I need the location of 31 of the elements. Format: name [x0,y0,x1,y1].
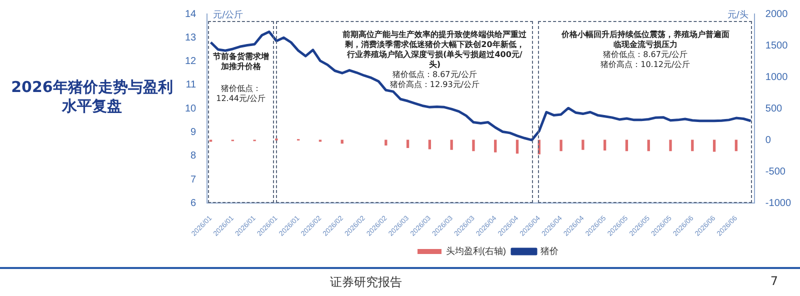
annotation: 前期高位产能与生产效率的提升致使终端供给严重过剩，消费淡季需求低迷猪价大幅下跌创20年新低，行业养殖场户陷入深度亏损(单头亏损超过400元/头) [342,30,528,70]
y2-tick-label: 2000 [765,8,788,20]
text: 2026年猪价走势与盈利水平复盘 [10,78,174,116]
y-tick-label: 13 [185,32,197,44]
annotation: 价格小幅回升后持续低位震荡，养殖场户普遍面临现金流亏损压力 [560,30,730,50]
y2-tick-label: -1000 [765,198,792,209]
y2-tick-label: 1500 [765,40,788,52]
y2-tick-label: 0 [765,134,772,146]
annotation: 猪价低点：12.44元/公斤 [215,84,267,104]
text: 证券研究报告 [330,274,402,291]
annotation: 猪价高点：10.12元/公斤 [600,60,692,70]
y2-tick-label: -500 [765,166,786,178]
legend-label: 头均盈利(右轴) [446,246,506,256]
legend-label: 猪价 [540,246,558,256]
annotation: 猪价低点：8.67元/公斤 [391,70,478,80]
y-tick-label: 14 [185,8,197,20]
text: 7 [770,274,778,288]
y2-axis-title: 元/头 [727,9,748,20]
y-tick-label: 12 [185,56,197,68]
y2-tick-label: 500 [765,103,783,114]
y-tick-label: 11 [186,80,197,91]
annotation: 节前备货需求增加推升价格 [212,52,270,72]
annotation: 猪价低点：8.67元/公斤 [602,50,689,60]
y-tick-label: 7 [190,174,197,186]
y-tick-label: 8 [190,150,197,162]
y-axis-title: 元/公斤 [213,9,244,20]
annotation: 猪价高点：12.93元/公斤 [388,80,480,90]
y-tick-label: 9 [190,126,197,138]
y-tick-label: 10 [185,103,197,114]
y-tick-label: 6 [190,198,197,209]
y2-tick-label: 1000 [765,72,788,83]
